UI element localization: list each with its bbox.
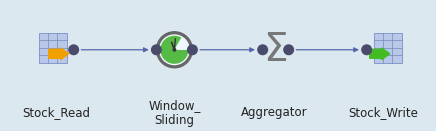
Circle shape [160, 35, 189, 65]
Circle shape [284, 45, 293, 55]
FancyArrow shape [49, 48, 69, 60]
Circle shape [258, 45, 267, 55]
Circle shape [152, 45, 161, 55]
Circle shape [187, 45, 197, 55]
Circle shape [69, 45, 78, 55]
Text: Stock_Read: Stock_Read [23, 106, 91, 119]
Wedge shape [160, 36, 188, 64]
Bar [374, 33, 402, 63]
Text: Window_
Sliding: Window_ Sliding [148, 99, 201, 127]
Wedge shape [174, 38, 188, 50]
FancyArrow shape [370, 48, 390, 60]
Text: Stock_Write: Stock_Write [349, 106, 419, 119]
Text: Aggregator: Aggregator [242, 106, 308, 119]
Text: $\Sigma$: $\Sigma$ [262, 31, 287, 69]
Circle shape [362, 45, 371, 55]
Bar [39, 33, 67, 63]
Circle shape [157, 32, 192, 68]
Circle shape [173, 48, 176, 51]
